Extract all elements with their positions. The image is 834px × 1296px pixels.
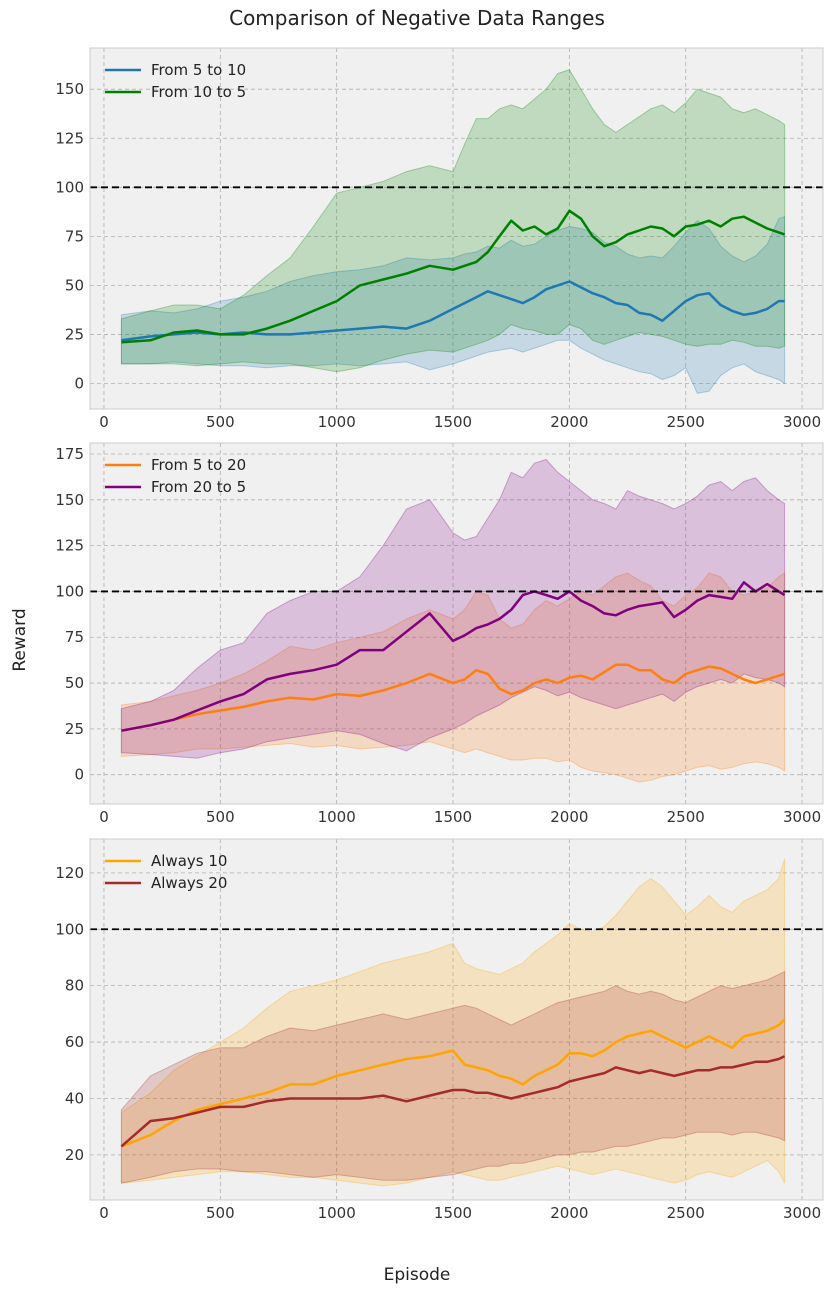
- x-tick-label: 1500: [434, 808, 472, 826]
- plot-area: [90, 839, 823, 1200]
- x-tick-label: 1000: [318, 1204, 356, 1222]
- y-tick-label: 150: [55, 491, 84, 509]
- confidence-band: [120, 458, 786, 759]
- y-tick-label: 100: [55, 582, 84, 600]
- y-tick-label: 50: [65, 276, 84, 294]
- y-tick-label: 120: [55, 864, 84, 882]
- confidence-band: [120, 858, 786, 1187]
- y-tick-label: 150: [55, 80, 84, 98]
- legend-label: From 5 to 10: [151, 61, 246, 79]
- x-tick-label: 2000: [550, 413, 588, 431]
- series-line: [121, 581, 786, 732]
- subplot-2: 0 500 1000 1500 2000 2500 3000 0 25 50 75 100 125 150…: [55, 442, 824, 826]
- legend-label: Always 10: [151, 852, 227, 870]
- confidence-band: [120, 970, 786, 1184]
- series-line: [121, 663, 785, 732]
- subplot-1: 0 500 1000 1500 2000 2500 3000 0 25 50 75 100 125 150…: [55, 47, 824, 431]
- series-line: [121, 209, 786, 344]
- y-tick-label: 0: [74, 374, 84, 392]
- y-tick-label: 60: [65, 1033, 84, 1051]
- x-tick-label: 500: [206, 1204, 235, 1222]
- legend-label: From 10 to 5: [151, 83, 246, 101]
- x-tick-label: 2500: [667, 413, 705, 431]
- plot-area: [90, 48, 823, 409]
- y-tick-label: 20: [65, 1146, 84, 1164]
- subplot-3: 0 500 1000 1500 2000 2500 3000 20 40 60 80 100 120 Al…: [55, 838, 824, 1222]
- y-tick-label: 80: [65, 977, 84, 995]
- plot-frame: [89, 442, 824, 805]
- y-tick-label: 100: [55, 178, 84, 196]
- x-tick-label: 500: [206, 413, 235, 431]
- series-line: [121, 280, 785, 342]
- y-tick-label: 50: [65, 674, 84, 692]
- x-tick-label: 2500: [667, 808, 705, 826]
- x-tick-label: 3000: [783, 808, 821, 826]
- x-tick-label: 0: [99, 413, 109, 431]
- y-tick-label: 125: [55, 537, 84, 555]
- y-tick-label: 40: [65, 1089, 84, 1107]
- legend: From 5 to 10 From 10 to 5: [105, 61, 246, 101]
- x-axis-label: Episode: [383, 1265, 451, 1285]
- legend-label: From 20 to 5: [151, 478, 246, 496]
- x-tick-label: 2000: [550, 1204, 588, 1222]
- y-tick-label: 0: [74, 766, 84, 784]
- y-tick-label: 25: [65, 325, 84, 343]
- x-tick-label: 500: [206, 808, 235, 826]
- y-tick-label: 125: [55, 129, 84, 147]
- plot-frame: [89, 838, 824, 1201]
- y-axis-label: Reward: [10, 608, 30, 672]
- x-tick-label: 0: [99, 808, 109, 826]
- x-tick-label: 1000: [318, 808, 356, 826]
- plot-frame: [89, 47, 824, 410]
- confidence-band: [120, 215, 786, 394]
- x-tick-label: 2000: [550, 808, 588, 826]
- legend-label: Always 20: [151, 874, 227, 892]
- series-line: [120, 1055, 786, 1148]
- x-tick-label: 0: [99, 1204, 109, 1222]
- plot-area: [90, 443, 823, 804]
- legend: From 5 to 20 From 20 to 5: [105, 456, 246, 496]
- y-tick-label: 75: [65, 628, 84, 646]
- figure-title: Comparison of Negative Data Ranges: [229, 6, 605, 30]
- legend-label: From 5 to 20: [151, 456, 246, 474]
- x-tick-label: 1500: [434, 413, 472, 431]
- x-tick-label: 3000: [783, 1204, 821, 1222]
- legend: Always 10 Always 20: [105, 852, 227, 892]
- x-tick-label: 3000: [783, 413, 821, 431]
- confidence-band: [120, 572, 786, 783]
- y-tick-label: 175: [55, 445, 84, 463]
- series-line: [120, 1018, 786, 1148]
- x-tick-label: 1500: [434, 1204, 472, 1222]
- y-tick-label: 100: [55, 920, 84, 938]
- x-tick-label: 1000: [318, 413, 356, 431]
- y-tick-label: 25: [65, 720, 84, 738]
- y-tick-label: 75: [65, 227, 84, 245]
- x-tick-label: 2500: [667, 1204, 705, 1222]
- confidence-band: [120, 68, 786, 373]
